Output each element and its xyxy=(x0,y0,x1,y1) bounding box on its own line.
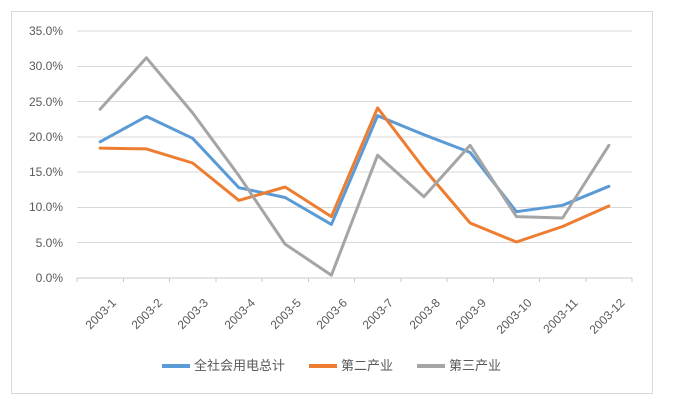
y-axis-tick-label: 20.0% xyxy=(28,129,63,144)
y-axis-tick-label: 15.0% xyxy=(28,165,63,180)
legend: 全社会用电总计 第二产业 第三产业 xyxy=(11,357,652,375)
legend-line-swatch xyxy=(417,364,445,368)
legend-label: 第二产业 xyxy=(340,358,393,373)
y-axis-tick-label: 0.0% xyxy=(35,271,63,285)
y-axis-tick-label: 10.0% xyxy=(28,200,63,215)
y-axis-tick-label: 25.0% xyxy=(28,94,63,109)
legend-item-3: 第三产业 xyxy=(417,357,501,375)
legend-label: 全社会用电总计 xyxy=(193,358,285,373)
y-axis-tick-label: 30.0% xyxy=(28,59,63,74)
series-line-1 xyxy=(98,114,611,226)
y-axis-tick-label: 5.0% xyxy=(35,235,63,250)
legend-label: 第三产业 xyxy=(449,358,502,373)
series-line-2 xyxy=(98,106,611,244)
legend-line-swatch xyxy=(161,364,190,368)
y-axis-tick-label: 35.0% xyxy=(28,24,63,38)
legend-item-1: 全社会用电总计 xyxy=(161,357,285,375)
series-line-3 xyxy=(98,56,611,277)
legend-line-swatch xyxy=(308,364,337,368)
chart-border xyxy=(11,11,653,394)
legend-item-2: 第二产业 xyxy=(308,357,393,375)
